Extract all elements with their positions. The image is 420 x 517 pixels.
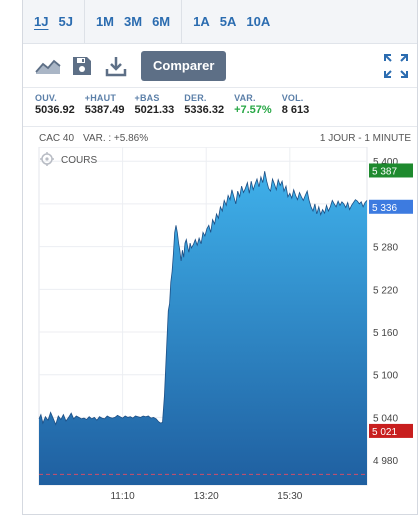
price-marker: [369, 163, 413, 178]
chart-toolbar: Comparer: [23, 44, 417, 88]
index-name: CAC 40: [39, 133, 75, 144]
period-1y-button[interactable]: 1A: [193, 13, 210, 29]
chart-period: 1 JOUR - 1 MINUTE: [319, 133, 411, 144]
chart-type-button[interactable]: [31, 51, 65, 81]
period-1d-button[interactable]: 1J: [34, 13, 49, 29]
stat-volume-label: VOL.: [281, 93, 304, 103]
price-marker-label: 5 387: [372, 166, 397, 177]
compare-button[interactable]: Comparer: [141, 50, 227, 81]
gear-icon: [40, 152, 54, 166]
chart-header: CAC 40 VAR. : +5.86% 1 JOUR - 1 MINUTE: [23, 129, 417, 147]
download-button[interactable]: [99, 51, 133, 81]
stat-low-label: +BAS: [134, 93, 160, 103]
y-tick-label: 5 160: [373, 328, 398, 339]
period-1m-button[interactable]: 1M: [95, 13, 114, 29]
x-tick-label: 15:30: [277, 491, 302, 502]
y-tick-label: 5 400: [373, 157, 398, 168]
period-3m-button[interactable]: 3M: [124, 13, 143, 29]
expand-icon: [384, 54, 408, 78]
price-markers: 5 387 5 336 5 021: [369, 163, 413, 438]
period-group-years: 1A 5A 10A: [182, 0, 281, 43]
y-tick-label: 5 220: [373, 285, 398, 296]
stat-variation: VAR. +7.57%: [234, 89, 272, 126]
stat-volume-value: 8 613: [281, 104, 310, 116]
stat-last-value: 5336.32: [184, 104, 225, 116]
floppy-disk-icon: [73, 56, 91, 75]
period-6m-button[interactable]: 6M: [152, 13, 171, 29]
stat-high: +HAUT 5387.49: [85, 89, 125, 126]
y-tick-label: 5 100: [373, 371, 398, 382]
stat-high-label: +HAUT: [84, 93, 117, 103]
series-legend[interactable]: COURS: [40, 152, 97, 166]
period-group-months: 1M 3M 6M: [85, 0, 183, 43]
stat-volume: VOL. 8 613: [282, 89, 310, 126]
price-marker-label: 5 021: [372, 427, 397, 438]
period-selector: 1J 5J 1M 3M 6M 1A 5A 10A: [23, 0, 417, 44]
period-5d-button[interactable]: 5J: [58, 13, 73, 29]
stat-open: OUV. 5036.92: [35, 89, 75, 126]
area-chart-icon: [35, 59, 61, 74]
quote-stats: OUV. 5036.92 +HAUT 5387.49 +BAS 5021.33 …: [23, 89, 417, 127]
x-axis: 11:10 13:20 15:30: [110, 491, 302, 502]
chart-widget: 1J 5J 1M 3M 6M 1A 5A 10A: [22, 0, 418, 515]
y-tick-label: 5 040: [373, 413, 398, 424]
stat-variation-value: +7.57%: [234, 104, 272, 116]
stat-low-value: 5021.33: [134, 104, 175, 116]
chart-variation: VAR. : +5.86%: [83, 133, 149, 144]
x-tick-label: 13:20: [194, 491, 219, 502]
y-tick-label: 4 980: [373, 456, 398, 467]
price-marker: [369, 199, 413, 214]
series-label: COURS: [61, 155, 97, 166]
stat-open-label: OUV.: [35, 93, 57, 103]
download-icon: [105, 56, 127, 76]
stat-variation-label: VAR.: [234, 93, 256, 103]
price-area: [39, 171, 367, 485]
price-marker: [369, 423, 413, 438]
x-tick-label: 11:10: [110, 491, 135, 502]
price-marker-label: 5 336: [372, 203, 397, 214]
stat-open-value: 5036.92: [35, 104, 75, 116]
y-tick-label: 5 280: [373, 243, 398, 254]
period-group-days: 1J 5J: [23, 0, 85, 43]
stat-high-value: 5387.49: [84, 104, 125, 116]
stat-last: DER. 5336.32: [184, 89, 224, 126]
price-line: [38, 171, 368, 426]
stat-last-label: DER.: [184, 93, 207, 103]
fullscreen-button[interactable]: [381, 51, 411, 81]
save-button[interactable]: [65, 51, 99, 81]
period-5y-button[interactable]: 5A: [219, 13, 237, 29]
stat-low: +BAS 5021.33: [135, 89, 175, 126]
period-10y-button[interactable]: 10A: [246, 13, 271, 29]
